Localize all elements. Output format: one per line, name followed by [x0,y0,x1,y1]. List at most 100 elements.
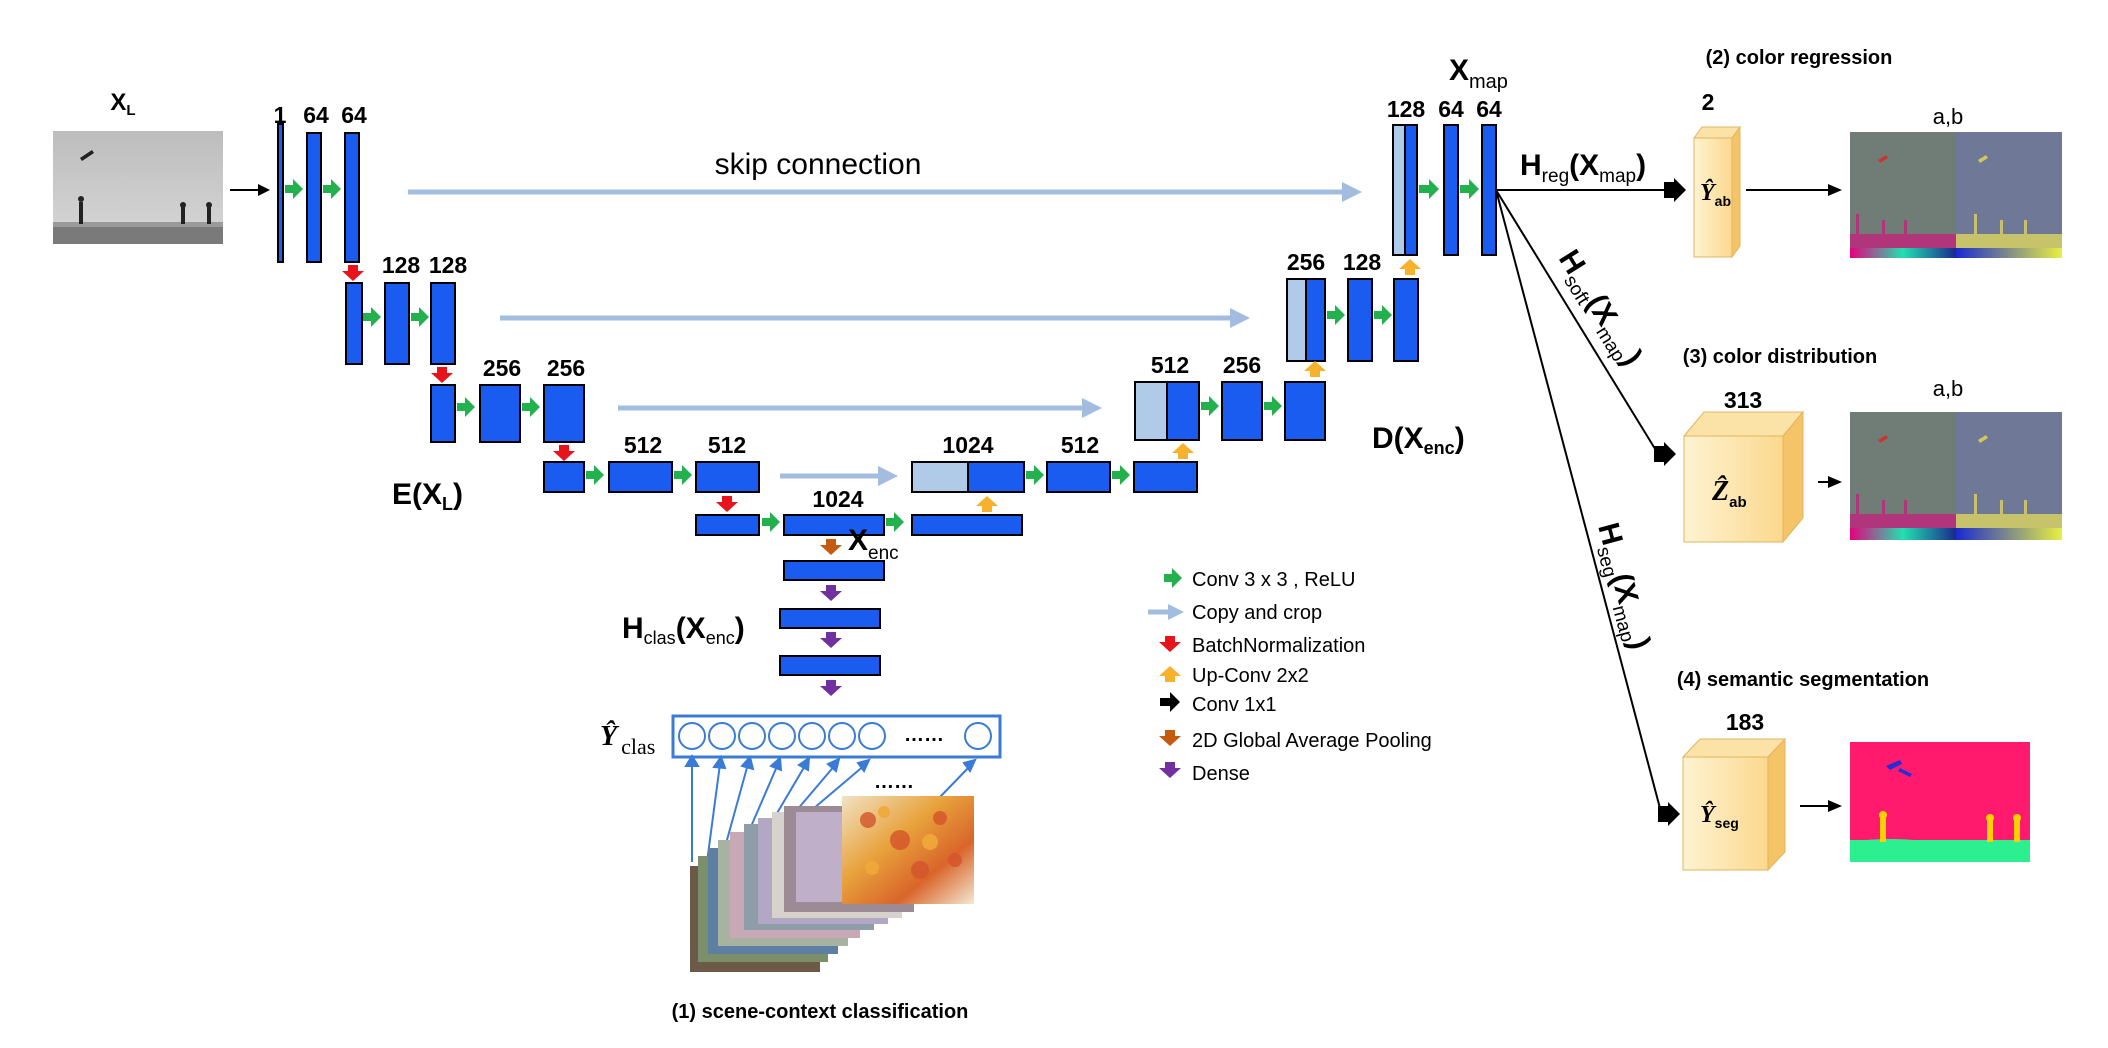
block-u4-up [967,461,1025,493]
distribution-title: (3) color distribution [1683,346,1877,368]
conv-arrows [285,179,1479,532]
block-l3-conv1 [479,384,521,443]
segmentation-title: (4) semantic segmentation [1677,669,1929,691]
svg-text:64: 64 [303,102,329,128]
black-arrow-icon [1160,692,1180,712]
decoder-blocks [911,124,1497,536]
segmentation-image [1850,742,2030,862]
block-l4-conv2 [695,461,760,493]
block-clas-dense1 [779,608,881,629]
block-u3-up [1166,381,1200,441]
reg-conv1x1-arrow-icon [1664,178,1686,202]
distribution-cube [1682,410,1805,544]
block-clas-gap [783,560,885,581]
block-u1-conv1 [1443,124,1459,256]
skip-connections [408,182,1362,486]
scene-title: (1) scene-context classification [672,1001,969,1023]
legend-item-gap: 2D Global Average Pooling [1192,730,1432,752]
block-u2-out [1393,278,1419,362]
block-l2-conv1 [384,282,410,365]
block-u1-conv2 [1481,124,1497,256]
svg-text:256: 256 [483,355,521,381]
seg-conv1x1-arrow-icon [1658,802,1680,826]
dense-arrows [820,585,842,696]
input-grayscale-image [53,131,223,244]
segmentation-output-arrow-icon [1828,800,1842,812]
svg-text:128: 128 [1343,249,1382,275]
svg-text:64: 64 [341,102,367,128]
block-clas-dense2 [779,655,881,676]
block-u2-conv [1347,278,1373,362]
block-u4-out [1133,461,1198,493]
upconv-arrows [976,259,1421,512]
svg-text:1: 1 [274,102,287,128]
svg-text:128: 128 [1387,96,1426,122]
distribution-output-arrow-icon [1828,476,1842,488]
classification-blocks [779,560,885,676]
distribution-var: Ẑab [1711,476,1747,511]
legend: Conv 3 x 3 , ReLU Copy and crop BatchNor… [1148,568,1432,785]
block-l2-conv2 [430,282,456,365]
block-u2-up [1305,278,1326,362]
red-arrow-icon [1159,636,1181,652]
scene-images-dots: …… [874,771,914,793]
regression-ab-image [1850,132,2062,258]
skip-connection-label: skip connection [715,148,922,181]
regression-var: Ŷab [1700,179,1731,209]
svg-text:64: 64 [1476,96,1502,122]
svg-text:64: 64 [1438,96,1464,122]
legend-item-conv1x1: Conv 1x1 [1192,694,1277,716]
xenc-label: Xenc [848,524,899,564]
svg-text:256: 256 [547,355,585,381]
soft-conv1x1-arrow-icon [1654,442,1676,466]
svg-text:512: 512 [1061,432,1099,458]
regression-cube [1693,125,1741,259]
hclas-label: Hclas(Xenc) [622,612,745,648]
svg-text:256: 256 [1287,249,1325,275]
svg-text:128: 128 [382,252,421,278]
regression-output-arrow-icon [1828,184,1842,196]
classification-vector: …… [671,714,1002,759]
distribution-channels: 313 [1724,387,1762,413]
block-l4-pool [543,461,585,493]
block-l3-pool [430,384,456,443]
svg-text:……: …… [904,724,944,746]
svg-text:128: 128 [429,252,468,278]
block-l1-conv2 [344,132,360,263]
scene-image-stack [690,796,974,972]
legend-item-batchnorm: BatchNormalization [1192,635,1365,657]
block-l3-conv2 [543,384,585,443]
brown-arrow-icon [1159,730,1181,746]
block-u3-out [1284,381,1326,441]
block-bottleneck-conv [783,514,885,536]
block-l4-conv1 [608,461,673,493]
green-arrow-icon [1164,568,1182,588]
block-l1-conv1 [306,132,322,263]
purple-arrow-icon [1159,762,1181,778]
block-u2-copy [1286,278,1307,362]
block-l1-input [277,123,284,263]
legend-item-copy: Copy and crop [1192,602,1322,624]
channel-labels: 1 64 64 128 128 256 256 512 512 1024 102… [274,96,1502,512]
regression-title: (2) color regression [1706,47,1893,69]
xmap-label: Xmap [1449,54,1508,93]
block-u1-up [1404,124,1418,256]
lightblue-arrow-icon [1168,604,1184,620]
regression-channels: 2 [1702,89,1715,115]
block-u3-conv [1221,381,1263,441]
legend-item-conv: Conv 3 x 3 , ReLU [1192,569,1355,591]
encoder-label: E(XL) [392,478,463,514]
segmentation-var: Ŷseg [1700,801,1739,831]
segmentation-channels: 183 [1726,709,1764,735]
yellow-arrow-icon [1159,666,1181,682]
batchnorm-arrows [342,265,738,512]
block-bottleneck-pool [695,514,760,536]
svg-text:512: 512 [624,432,662,458]
distribution-ab-image [1850,412,2062,540]
svg-text:512: 512 [708,432,746,458]
hreg-label: Hreg(Xmap) [1520,149,1646,187]
svg-text:256: 256 [1223,352,1261,378]
decoder-label: D(Xenc) [1372,422,1465,458]
